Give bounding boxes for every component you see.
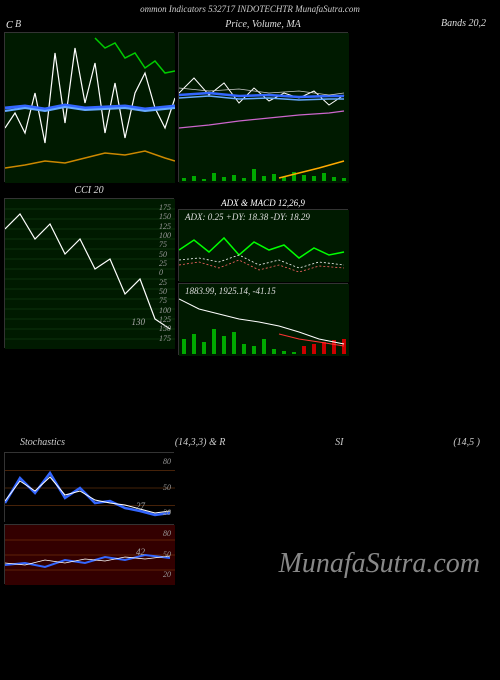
adx-macd-pretitle: ADX & MACD 12,26,9 <box>178 198 348 208</box>
rsi-y-labels: 805020 <box>163 525 171 583</box>
chart-rsi: 805020 42 <box>4 524 174 584</box>
stoch-y-labels: 805020 <box>163 453 171 521</box>
chart-adx: ADX: 0.25 +DY: 18.38 -DY: 18.29 <box>178 209 348 281</box>
bottom-titles: Stochastics (14,3,3) & R SI (14,5 ) <box>0 437 500 448</box>
watermark: MunafaSutra.com <box>279 548 480 580</box>
cci-annotation: 130 <box>132 317 146 327</box>
cci-y-labels: 1751501251007550250255075100125150175 <box>159 199 171 347</box>
chart-stochastics: 805020 27 <box>4 452 174 522</box>
chart-price-volume: Price, Volume, MA <box>178 32 348 182</box>
stoch-annotation: 27 <box>136 501 145 511</box>
bands-label: Bands 20,2 <box>441 18 486 29</box>
chart-cci-title: CCI 20 <box>74 185 103 196</box>
stochastics-label: Stochastics <box>20 437 65 448</box>
top-left-label: C <box>6 20 13 31</box>
chart-adx-title: ADX: 0.25 +DY: 18.38 -DY: 18.29 <box>185 212 310 222</box>
chart-indicator-b: B <box>4 32 174 182</box>
chart-macd: 1883.99, 1925.14, -41.15 <box>178 283 348 355</box>
chart-cci: CCI 20 175150125100755025025507510012515… <box>4 198 174 348</box>
stochastics-params: (14,3,3) & R <box>175 437 226 448</box>
chart-macd-title: 1883.99, 1925.14, -41.15 <box>185 286 276 296</box>
si-params: (14,5 ) <box>453 437 480 448</box>
page-header: ommon Indicators 532717 INDOTECHTR Munaf… <box>0 0 500 18</box>
chart-b-title: B <box>15 19 21 30</box>
chart-price-title: Price, Volume, MA <box>225 19 301 30</box>
si-label: SI <box>335 437 343 448</box>
rsi-annotation: 42 <box>136 547 145 557</box>
